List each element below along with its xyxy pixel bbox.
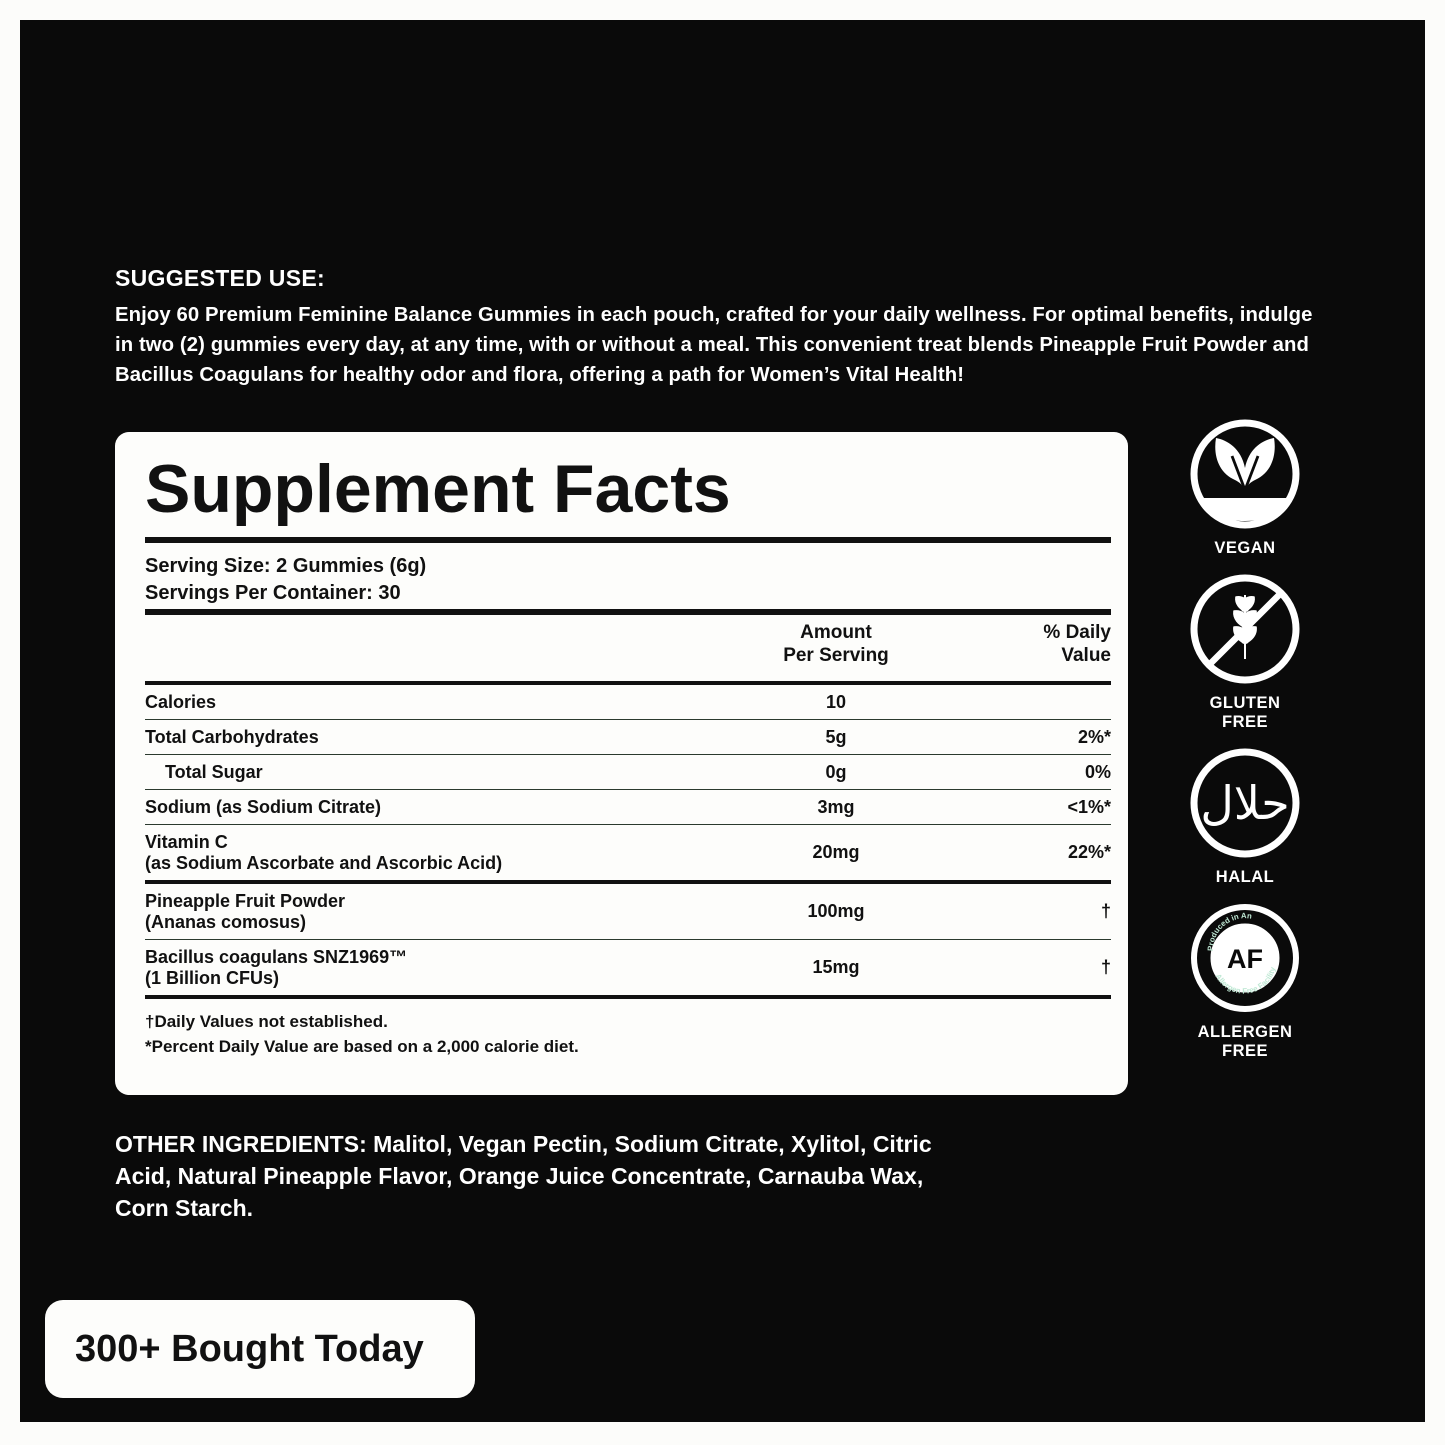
svg-text:AF: AF	[1227, 944, 1263, 974]
svg-text:حلال: حلال	[1200, 777, 1289, 829]
